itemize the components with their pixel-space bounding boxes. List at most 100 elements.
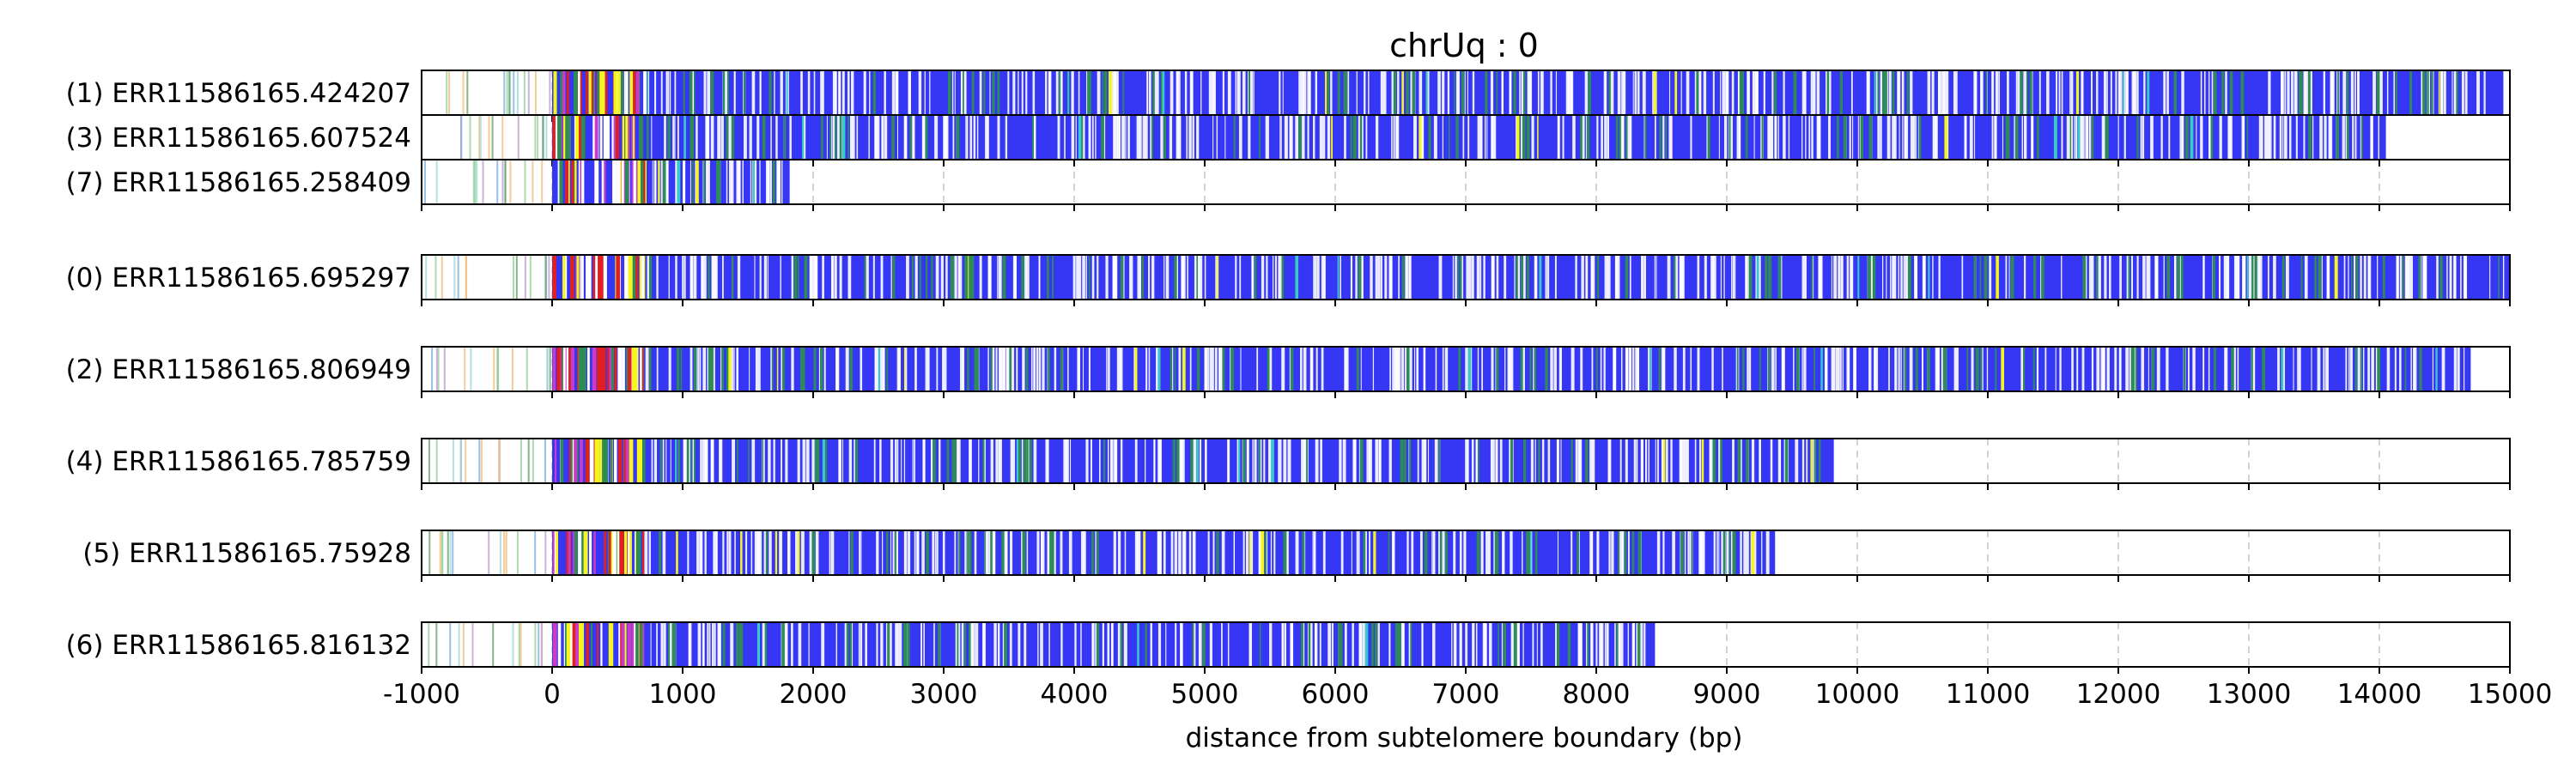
gap-mark xyxy=(914,347,917,391)
gap-mark xyxy=(2136,255,2139,300)
variant-mark xyxy=(1745,115,1748,160)
variant-mark xyxy=(608,622,613,667)
gap-mark xyxy=(1347,70,1350,115)
variant-mark xyxy=(691,439,693,483)
gap-mark xyxy=(1026,255,1030,300)
gap-mark xyxy=(1242,70,1246,115)
variant-mark xyxy=(1032,115,1034,160)
gap-mark xyxy=(1068,530,1072,575)
gap-mark xyxy=(655,160,657,204)
gap-mark xyxy=(982,622,985,667)
gap-mark xyxy=(719,439,721,483)
variant-mark xyxy=(793,255,796,300)
gap-mark xyxy=(1682,347,1686,391)
gap-mark xyxy=(1483,255,1485,300)
gap-mark xyxy=(2371,347,2374,391)
gap-mark xyxy=(1627,530,1630,575)
gap-mark xyxy=(753,160,756,204)
gap-mark xyxy=(754,255,756,300)
variant-mark xyxy=(2456,70,2458,115)
gap-mark xyxy=(1743,530,1747,575)
variant-mark xyxy=(1872,255,1876,300)
gap-mark xyxy=(1237,70,1241,115)
gap-mark xyxy=(1105,255,1109,300)
gap-mark xyxy=(1088,347,1091,391)
gap-mark xyxy=(1608,439,1611,483)
gap-mark xyxy=(1622,115,1625,160)
gap-mark xyxy=(1095,530,1097,575)
gap-mark xyxy=(1221,530,1225,575)
gap-mark xyxy=(762,622,766,667)
gap-mark xyxy=(860,622,863,667)
gap-mark xyxy=(990,439,993,483)
gap-mark xyxy=(1755,70,1759,115)
gap-mark xyxy=(1662,530,1665,575)
gap-mark xyxy=(677,115,679,160)
gap-mark xyxy=(2036,347,2039,391)
variant-mark xyxy=(677,439,681,483)
gap-mark xyxy=(1301,70,1303,115)
variant-mark xyxy=(562,70,566,115)
gap-mark xyxy=(1710,255,1715,300)
gap-mark xyxy=(1631,347,1635,391)
variant-mark xyxy=(963,70,964,115)
gap-mark xyxy=(969,439,972,483)
gap-mark xyxy=(1610,70,1614,115)
gap-mark xyxy=(986,530,989,575)
gap-mark xyxy=(848,255,852,300)
variant-mark xyxy=(642,439,646,483)
variant-mark xyxy=(1966,347,1969,391)
gap-mark xyxy=(2331,70,2335,115)
gap-mark xyxy=(1915,115,1917,160)
gap-mark xyxy=(2135,70,2137,115)
gap-mark xyxy=(763,255,768,300)
variant-mark xyxy=(671,622,674,667)
gap-mark xyxy=(1211,70,1215,115)
gap-mark xyxy=(1617,70,1621,115)
variant-mark xyxy=(1510,439,1513,483)
gap-mark xyxy=(1894,347,1898,391)
variant-mark xyxy=(813,347,817,391)
gap-mark xyxy=(1824,347,1828,391)
gap-mark xyxy=(1380,70,1383,115)
gap-mark xyxy=(1397,347,1401,391)
gap-mark xyxy=(733,347,735,391)
x-tick-label: -1000 xyxy=(383,679,460,710)
gap-mark xyxy=(1716,530,1718,575)
gap-mark xyxy=(1112,255,1115,300)
variant-mark xyxy=(740,530,743,575)
gap-mark xyxy=(1581,115,1585,160)
read-track: (1) ERR11586165.424207 xyxy=(66,70,2511,122)
gap-mark xyxy=(702,439,705,483)
subtelomere-mark xyxy=(537,115,539,160)
subtelomere-mark xyxy=(508,70,511,115)
gap-mark xyxy=(1868,347,1872,391)
variant-mark xyxy=(1300,622,1303,667)
variant-mark xyxy=(640,160,644,204)
variant-mark xyxy=(629,439,634,483)
subtelomere-mark xyxy=(449,622,452,667)
read-track: (3) ERR11586165.607524 xyxy=(66,114,2511,166)
variant-mark xyxy=(560,439,564,483)
subtelomere-mark xyxy=(449,530,452,575)
gap-mark xyxy=(1327,622,1331,667)
gap-mark xyxy=(656,347,659,391)
gap-mark xyxy=(997,115,1000,160)
variant-mark xyxy=(575,622,579,667)
gap-mark xyxy=(2360,255,2362,300)
subtelomere-mark xyxy=(460,115,463,160)
gap-mark xyxy=(978,439,980,483)
gap-mark xyxy=(2200,70,2202,115)
variant-mark xyxy=(822,439,825,483)
variant-mark xyxy=(1308,622,1311,667)
gap-mark xyxy=(1048,70,1052,115)
variant-mark xyxy=(764,622,768,667)
read-label: (3) ERR11586165.607524 xyxy=(66,123,411,154)
gap-mark xyxy=(1722,347,1723,391)
variant-mark xyxy=(1915,347,1918,391)
variant-mark xyxy=(975,347,979,391)
gap-mark xyxy=(2061,115,2063,160)
variant-mark xyxy=(1233,115,1236,160)
variant-mark xyxy=(1906,70,1910,115)
gap-mark xyxy=(1249,622,1253,667)
